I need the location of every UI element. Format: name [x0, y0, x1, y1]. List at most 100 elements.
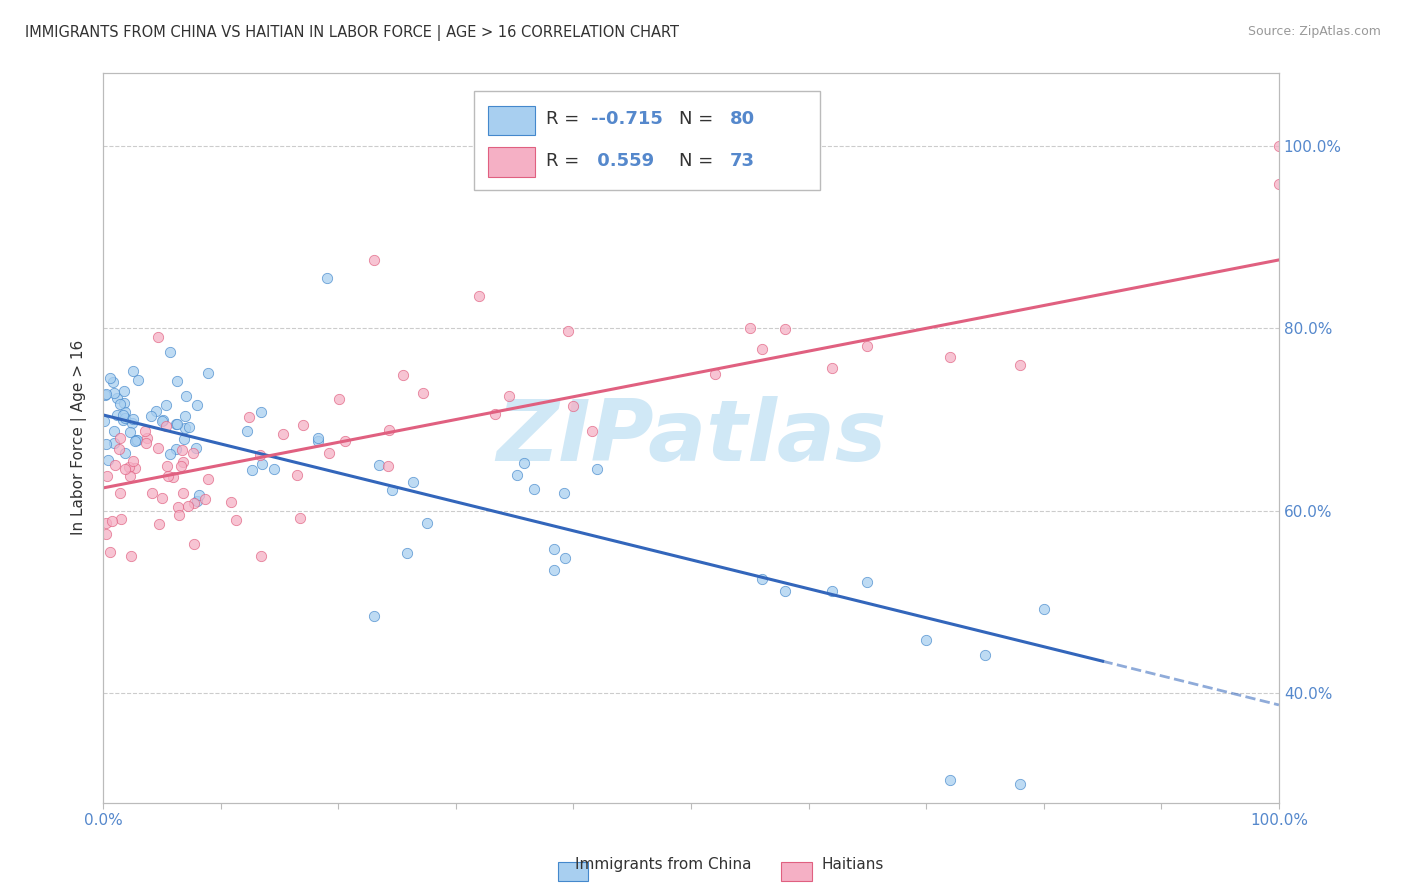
Point	[150, 414, 173, 428]
Point	[174, 420, 197, 434]
Point	[938, 351, 960, 365]
Point	[250, 549, 273, 564]
Point	[159, 447, 181, 461]
Point	[120, 549, 142, 564]
Point	[108, 442, 131, 457]
Y-axis label: In Labor Force | Age > 16: In Labor Force | Age > 16	[72, 340, 87, 535]
Text: 0.559: 0.559	[591, 152, 654, 169]
Text: R =: R =	[547, 152, 585, 169]
Text: 80: 80	[730, 110, 755, 128]
Point	[238, 409, 260, 424]
Point	[157, 469, 180, 483]
Point	[114, 405, 136, 419]
Point	[562, 400, 585, 414]
Point	[155, 398, 177, 412]
Point	[155, 418, 177, 433]
Point	[170, 442, 193, 457]
Point	[506, 468, 529, 483]
Point	[377, 459, 399, 474]
Point	[225, 513, 247, 527]
Point	[125, 433, 148, 447]
Point	[97, 453, 120, 467]
Point	[108, 397, 131, 411]
Point	[236, 424, 259, 438]
Text: N =: N =	[679, 152, 720, 169]
Point	[135, 436, 157, 450]
Point	[402, 475, 425, 489]
Point	[135, 431, 157, 445]
Point	[856, 574, 879, 589]
Point	[105, 408, 128, 422]
Point	[165, 417, 187, 431]
Point	[122, 412, 145, 426]
Point	[145, 404, 167, 418]
Point	[856, 339, 879, 353]
Point	[412, 385, 434, 400]
Text: Source: ZipAtlas.com: Source: ZipAtlas.com	[1247, 25, 1381, 38]
Text: Immigrants from China: Immigrants from China	[575, 857, 751, 872]
Point	[166, 374, 188, 388]
Text: R =: R =	[547, 110, 585, 128]
Point	[193, 491, 215, 506]
Point	[183, 537, 205, 551]
Point	[240, 462, 263, 476]
Point	[118, 459, 141, 474]
Point	[112, 396, 135, 410]
Point	[292, 418, 315, 433]
Point	[1032, 602, 1054, 616]
Point	[751, 572, 773, 586]
Point	[249, 448, 271, 462]
Point	[468, 289, 491, 303]
Point	[94, 387, 117, 401]
Point	[553, 486, 575, 500]
Point	[104, 458, 127, 473]
Point	[124, 434, 146, 448]
Point	[181, 446, 204, 460]
Point	[122, 364, 145, 378]
Point	[114, 384, 136, 398]
Point	[186, 398, 208, 412]
Point	[318, 445, 340, 459]
Point	[122, 454, 145, 468]
Point	[285, 467, 308, 482]
Point	[773, 584, 796, 599]
Point	[98, 544, 121, 558]
Point	[197, 472, 219, 486]
Point	[1010, 358, 1032, 372]
Point	[94, 516, 117, 530]
Point	[150, 491, 173, 506]
Point	[170, 459, 193, 474]
Point	[120, 469, 142, 483]
Point	[396, 546, 419, 560]
Point	[148, 517, 170, 532]
Point	[139, 409, 162, 424]
Point	[93, 414, 115, 428]
Point	[152, 413, 174, 427]
Point	[165, 442, 187, 457]
Point	[114, 411, 136, 425]
Point	[177, 499, 200, 513]
Point	[134, 425, 156, 439]
Point	[288, 510, 311, 524]
Point	[363, 252, 385, 267]
Point	[94, 526, 117, 541]
Point	[148, 329, 170, 343]
Point	[172, 455, 194, 469]
Point	[513, 456, 536, 470]
Point	[554, 550, 576, 565]
Point	[183, 496, 205, 510]
Point	[173, 409, 195, 424]
Point	[188, 488, 211, 502]
Point	[416, 516, 439, 531]
Point	[114, 446, 136, 460]
Point	[586, 462, 609, 476]
Point	[96, 468, 118, 483]
Point	[315, 271, 337, 285]
Point	[146, 441, 169, 455]
Bar	[488, 147, 534, 177]
Point	[103, 424, 125, 438]
Point	[821, 361, 844, 376]
Point	[103, 436, 125, 450]
Point	[581, 424, 603, 438]
Point	[307, 431, 329, 445]
